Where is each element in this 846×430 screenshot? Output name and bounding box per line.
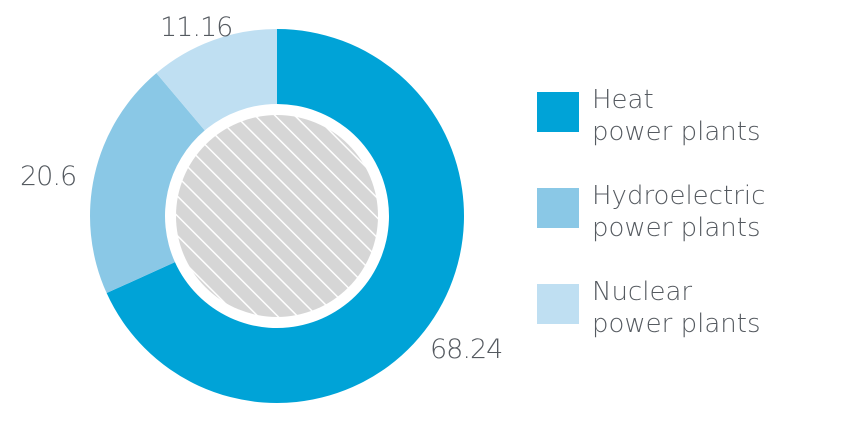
legend-swatch-nuclear [537, 284, 579, 324]
legend-label-line: Heat [592, 85, 654, 115]
value-labels: 68.24 20.6 11.16 [20, 12, 503, 365]
legend-label-line: Nuclear [592, 277, 693, 307]
value-label-hydroelectric: 20.6 [20, 161, 76, 192]
legend-label-nuclear: Nuclear power plants [592, 276, 761, 340]
legend-label-heat: Heat power plants [592, 84, 761, 148]
donut-slices [90, 29, 465, 403]
slice-heat [106, 29, 465, 403]
legend-swatch-hydroelectric [537, 188, 579, 228]
slice-hydroelectric [90, 73, 205, 294]
legend-label-hydroelectric: Hydroelectric power plants [592, 180, 765, 244]
legend-label-line: power plants [592, 117, 761, 147]
legend-swatch-heat [537, 92, 579, 132]
value-label-heat: 68.24 [430, 334, 502, 365]
legend-label-line: power plants [592, 309, 761, 339]
center-hatch [176, 115, 378, 317]
legend-label-line: power plants [592, 213, 761, 243]
slice-nuclear [156, 29, 277, 131]
legend-label-line: Hydroelectric [592, 181, 766, 211]
value-label-nuclear: 11.16 [160, 12, 232, 43]
